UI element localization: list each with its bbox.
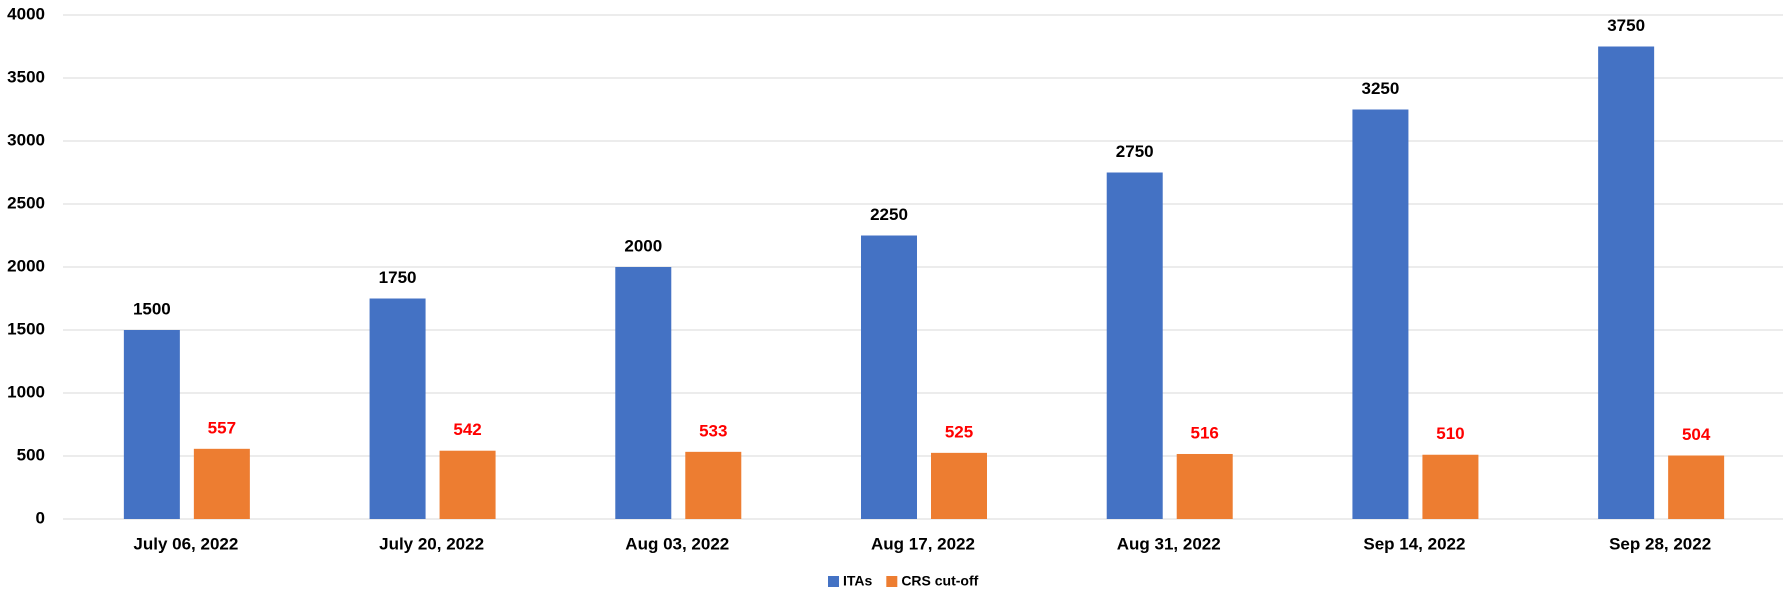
value-label: 1750 (379, 268, 417, 287)
x-tick-label: Aug 31, 2022 (1117, 534, 1221, 553)
y-tick-label: 500 (17, 445, 45, 464)
x-tick-label: Sep 28, 2022 (1609, 534, 1711, 553)
value-label: 1500 (133, 299, 171, 318)
y-tick-label: 3500 (7, 67, 45, 86)
value-label: 2250 (870, 205, 908, 224)
bar (615, 267, 672, 519)
y-tick-label: 1000 (7, 382, 45, 401)
bar (1598, 46, 1655, 519)
legend-label: CRS cut-off (901, 573, 978, 589)
value-label: 504 (1682, 425, 1711, 444)
legend-swatch (886, 576, 898, 587)
y-tick-label: 0 (36, 508, 45, 527)
bar (1352, 109, 1409, 519)
legend-swatch (828, 576, 839, 587)
value-label: 3250 (1362, 79, 1400, 98)
x-tick-label: July 20, 2022 (379, 534, 484, 553)
bar (1106, 172, 1163, 519)
y-tick-label: 1500 (7, 319, 45, 338)
value-label: 510 (1436, 424, 1464, 443)
bar (861, 235, 917, 519)
bar (1422, 454, 1479, 519)
value-label: 2750 (1116, 142, 1154, 161)
y-tick-label: 4000 (7, 4, 45, 23)
value-label: 516 (1191, 423, 1219, 442)
legend-label: ITAs (843, 573, 873, 589)
y-tick-label: 2500 (7, 193, 45, 212)
y-tick-label: 3000 (7, 130, 45, 149)
bar (123, 330, 180, 519)
value-label: 542 (453, 420, 481, 439)
y-tick-label: 2000 (7, 256, 45, 275)
value-label: 3750 (1607, 16, 1645, 35)
bar (1668, 455, 1725, 519)
value-label: 557 (208, 418, 236, 437)
bar (1176, 453, 1233, 519)
x-tick-label: Sep 14, 2022 (1363, 534, 1465, 553)
bar (193, 448, 250, 519)
x-tick-label: Aug 17, 2022 (871, 534, 975, 553)
bar (439, 450, 496, 519)
bar (685, 451, 742, 519)
value-label: 2000 (624, 236, 662, 255)
bar (369, 298, 426, 519)
x-tick-label: Aug 03, 2022 (625, 534, 729, 553)
value-label: 525 (945, 422, 973, 441)
bar (931, 452, 987, 519)
value-label: 533 (699, 421, 727, 440)
x-tick-label: July 06, 2022 (133, 534, 238, 553)
